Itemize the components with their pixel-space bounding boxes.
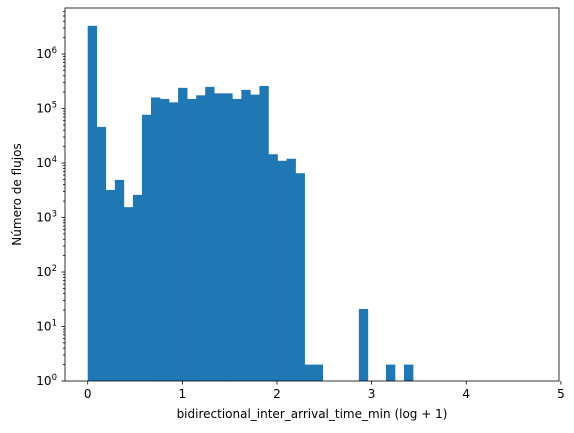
histogram-bar bbox=[358, 308, 369, 381]
histogram-bar bbox=[277, 160, 287, 381]
histogram-bar bbox=[268, 154, 278, 381]
y-tick-label: 101 bbox=[36, 319, 57, 334]
histogram-bar bbox=[160, 98, 170, 381]
y-tick-label: 104 bbox=[36, 155, 57, 170]
x-axis-ticks: 0 1 2 3 4 5 bbox=[84, 381, 565, 401]
y-tick-label: 105 bbox=[36, 101, 57, 116]
x-tick-label: 0 bbox=[84, 387, 92, 401]
histogram-bar bbox=[141, 114, 152, 381]
histogram-bar bbox=[196, 95, 206, 382]
histogram-bar bbox=[87, 25, 98, 382]
histogram-bar bbox=[404, 364, 414, 381]
histogram-bar bbox=[150, 97, 161, 382]
histogram-bar bbox=[105, 190, 116, 381]
histogram-bar bbox=[214, 93, 224, 381]
x-tick-label: 5 bbox=[557, 387, 565, 401]
histogram-bar bbox=[132, 194, 143, 381]
y-tick-label: 102 bbox=[36, 264, 57, 279]
histogram-bar bbox=[286, 158, 296, 381]
axes-frame bbox=[64, 7, 560, 382]
y-axis-ticks: 100 101 102 103 104 105 106 bbox=[36, 11, 65, 388]
histogram-bar bbox=[223, 93, 233, 381]
histogram-bar bbox=[187, 98, 197, 381]
x-axis-label: bidirectional_inter_arrival_time_min (lo… bbox=[177, 407, 448, 421]
x-tick-label: 2 bbox=[273, 387, 281, 401]
histogram-bar bbox=[178, 87, 188, 381]
y-tick-label: 106 bbox=[36, 46, 57, 61]
histogram-bar bbox=[232, 98, 242, 381]
histogram-bar bbox=[250, 94, 260, 381]
histogram-bars bbox=[87, 25, 414, 382]
histogram-bar bbox=[385, 364, 396, 381]
histogram-bar bbox=[169, 102, 179, 381]
histogram-bar bbox=[241, 89, 251, 381]
x-tick-label: 3 bbox=[368, 387, 376, 401]
y-axis-label: Número de flujos bbox=[10, 143, 24, 245]
histogram-bar bbox=[313, 364, 323, 381]
histogram-bar bbox=[123, 207, 134, 381]
plot-frame bbox=[64, 7, 560, 382]
x-tick-label: 1 bbox=[179, 387, 187, 401]
histogram-bar bbox=[295, 173, 305, 381]
y-tick-label: 100 bbox=[36, 373, 57, 388]
histogram-bar bbox=[259, 85, 269, 382]
histogram-bar bbox=[96, 126, 107, 381]
x-tick-label: 4 bbox=[462, 387, 470, 401]
y-tick-label: 103 bbox=[36, 210, 57, 225]
histogram-bar bbox=[205, 86, 215, 382]
histogram-bar bbox=[114, 179, 125, 381]
histogram-bar bbox=[304, 364, 314, 381]
